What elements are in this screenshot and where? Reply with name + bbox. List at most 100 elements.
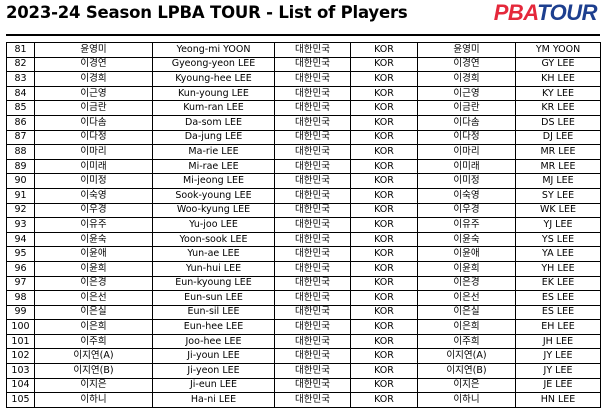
player-number: 98: [6, 290, 35, 306]
player-short-name-english: YJ LEE: [515, 217, 601, 233]
player-country-korean: 대한민국: [274, 187, 351, 204]
player-short-name-english: JH LEE: [515, 333, 601, 350]
player-name-korean: 이주희: [34, 333, 153, 350]
player-number: 101: [6, 333, 35, 350]
player-number: 97: [6, 275, 35, 292]
header-divider: [6, 34, 600, 36]
player-country-code: KOR: [350, 246, 418, 262]
table-row: 91 이숙영 Sook-young LEE 대한민국 KOR 이숙영 SY LEE: [6, 187, 601, 204]
player-country-code: KOR: [350, 42, 418, 58]
player-name-korean: 이우경: [34, 202, 153, 219]
player-short-name-korean: 이금란: [417, 100, 516, 116]
player-country-korean: 대한민국: [274, 129, 351, 146]
player-country-code: KOR: [350, 333, 418, 350]
player-name-korean: 이지은: [34, 377, 153, 394]
player-short-name-korean: 이은실: [417, 304, 516, 321]
player-country-korean: 대한민국: [274, 333, 351, 350]
player-short-name-english: JY LEE: [515, 348, 601, 365]
player-country-code: KOR: [350, 392, 418, 408]
player-country-code: KOR: [350, 319, 418, 335]
player-name-korean: 이윤숙: [34, 231, 153, 248]
player-country-korean: 대한민국: [274, 348, 351, 365]
player-name-korean: 이은선: [34, 290, 153, 306]
player-country-korean: 대한민국: [274, 114, 351, 131]
player-number: 95: [6, 246, 35, 262]
player-short-name-korean: 이윤희: [417, 260, 516, 277]
player-short-name-korean: 이경연: [417, 56, 516, 73]
player-name-english: Da-jung LEE: [152, 129, 275, 146]
player-country-code: KOR: [350, 290, 418, 306]
player-country-korean: 대한민국: [274, 377, 351, 394]
table-row: 81 윤영미 Yeong-mi YOON 대한민국 KOR 윤영미 YM YOON: [6, 42, 601, 58]
table-row: 90 이미정 Mi-jeong LEE 대한민국 KOR 이미정 MJ LEE: [6, 173, 601, 189]
player-name-korean: 이지연(A): [34, 348, 153, 365]
table-row: 101 이주희 Joo-hee LEE 대한민국 KOR 이주희 JH LEE: [6, 333, 601, 350]
logo-part-tour: TOUR: [537, 0, 597, 25]
player-country-korean: 대한민국: [274, 304, 351, 321]
player-country-korean: 대한민국: [274, 42, 351, 58]
player-short-name-korean: 이다솜: [417, 114, 516, 131]
player-country-korean: 대한민국: [274, 173, 351, 189]
player-number: 91: [6, 187, 35, 204]
player-country-code: KOR: [350, 144, 418, 160]
player-number: 85: [6, 100, 35, 116]
player-short-name-english: ES LEE: [515, 304, 601, 321]
player-short-name-english: JY LEE: [515, 363, 601, 379]
player-name-korean: 이은희: [34, 319, 153, 335]
player-short-name-korean: 이지연(A): [417, 348, 516, 365]
player-country-korean: 대한민국: [274, 290, 351, 306]
player-name-korean: 이윤애: [34, 246, 153, 262]
player-short-name-english: DJ LEE: [515, 129, 601, 146]
player-country-korean: 대한민국: [274, 275, 351, 292]
players-table: 81 윤영미 Yeong-mi YOON 대한민국 KOR 윤영미 YM YOON 82 이경연…: [6, 42, 601, 408]
player-country-korean: 대한민국: [274, 56, 351, 73]
table-row: 94 이윤숙 Yoon-sook LEE 대한민국 KOR 이윤숙 YS LEE: [6, 231, 601, 248]
player-name-english: Eun-sil LEE: [152, 304, 275, 321]
player-country-korean: 대한민국: [274, 217, 351, 233]
player-name-english: Eun-kyoung LEE: [152, 275, 275, 292]
player-short-name-korean: 이미정: [417, 173, 516, 189]
player-short-name-english: KY LEE: [515, 85, 601, 102]
player-country-code: KOR: [350, 56, 418, 73]
player-country-korean: 대한민국: [274, 319, 351, 335]
player-short-name-korean: 윤영미: [417, 42, 516, 58]
player-name-korean: 이근영: [34, 85, 153, 102]
table-row: 100 이은희 Eun-hee LEE 대한민국 KOR 이은희 EH LEE: [6, 319, 601, 335]
player-name-english: Yoon-sook LEE: [152, 231, 275, 248]
player-name-english: Yu-joo LEE: [152, 217, 275, 233]
player-country-korean: 대한민국: [274, 392, 351, 408]
player-short-name-korean: 이숙영: [417, 187, 516, 204]
player-short-name-korean: 이미래: [417, 158, 516, 175]
table-row: 93 이유주 Yu-joo LEE 대한민국 KOR 이유주 YJ LEE: [6, 217, 601, 233]
player-short-name-english: YM YOON: [515, 42, 601, 58]
player-number: 100: [6, 319, 35, 335]
player-short-name-korean: 이은경: [417, 275, 516, 292]
player-name-korean: 이경연: [34, 56, 153, 73]
player-name-english: Eun-sun LEE: [152, 290, 275, 306]
player-country-korean: 대한민국: [274, 202, 351, 219]
player-country-code: KOR: [350, 304, 418, 321]
player-short-name-english: MR LEE: [515, 158, 601, 175]
player-name-english: Da-som LEE: [152, 114, 275, 131]
page-title: 2023-24 Season LPBA TOUR - List of Playe…: [6, 3, 408, 22]
player-short-name-korean: 이경희: [417, 71, 516, 87]
player-short-name-korean: 이주희: [417, 333, 516, 350]
player-name-korean: 이다솜: [34, 114, 153, 131]
player-country-code: KOR: [350, 231, 418, 248]
table-row: 98 이은선 Eun-sun LEE 대한민국 KOR 이은선 ES LEE: [6, 290, 601, 306]
table-row: 102 이지연(A) Ji-youn LEE 대한민국 KOR 이지연(A) JY LEE: [6, 348, 601, 365]
player-name-english: Ji-yeon LEE: [152, 363, 275, 379]
player-name-korean: 이미래: [34, 158, 153, 175]
player-name-english: Ha-ni LEE: [152, 392, 275, 408]
player-country-code: KOR: [350, 85, 418, 102]
player-country-korean: 대한민국: [274, 158, 351, 175]
player-name-korean: 이유주: [34, 217, 153, 233]
table-row: 104 이지은 Ji-eun LEE 대한민국 KOR 이지은 JE LEE: [6, 377, 601, 394]
player-number: 88: [6, 144, 35, 160]
player-country-korean: 대한민국: [274, 144, 351, 160]
player-short-name-korean: 이근영: [417, 85, 516, 102]
player-country-code: KOR: [350, 158, 418, 175]
player-short-name-english: KR LEE: [515, 100, 601, 116]
player-country-korean: 대한민국: [274, 100, 351, 116]
player-number: 87: [6, 129, 35, 146]
